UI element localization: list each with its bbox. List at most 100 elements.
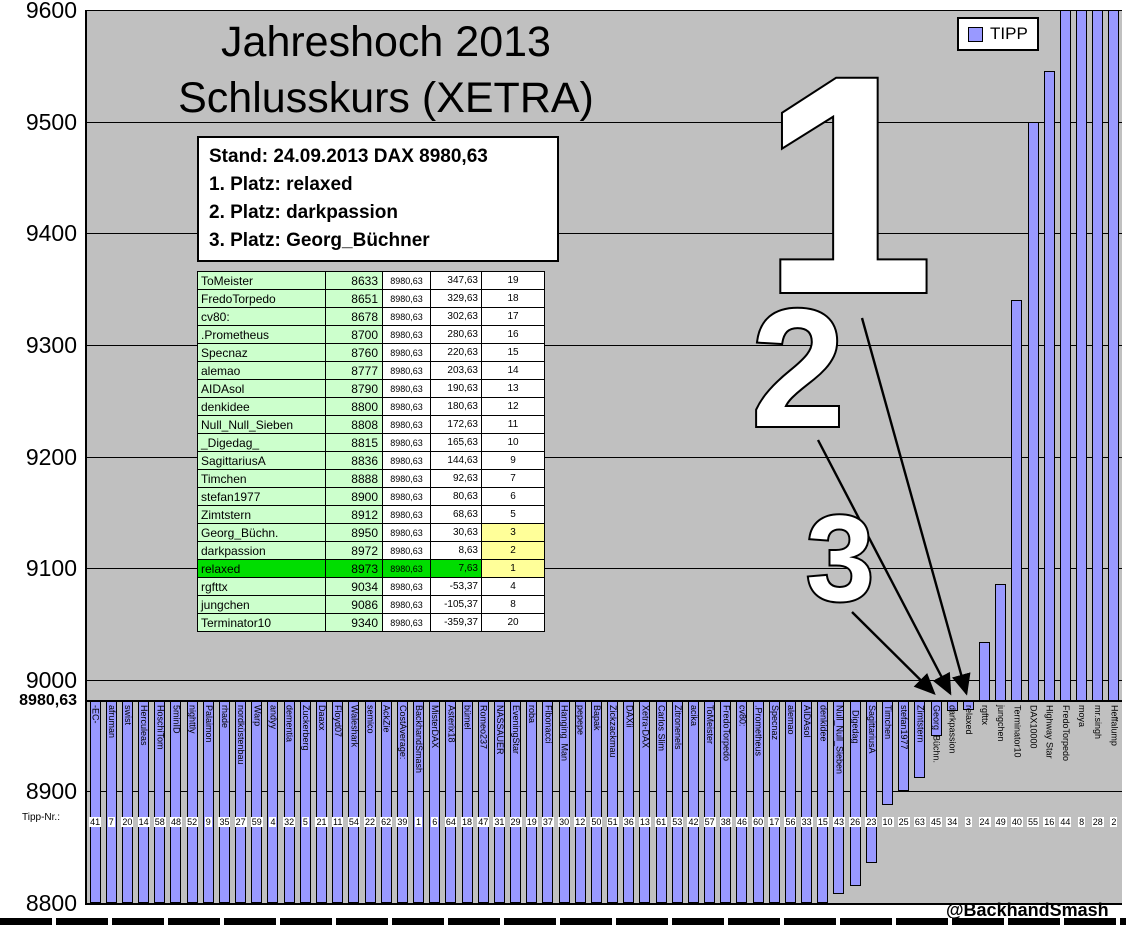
table-row: rgfttx 9034 8980,63 -53,37 4 — [197, 577, 545, 596]
gridline — [87, 679, 1122, 681]
table-cell: 92,63 — [430, 469, 482, 488]
bar-label: mr.singh — [1093, 705, 1104, 740]
tipp-nr-value: 16 — [1041, 816, 1057, 828]
table-cell: 8888 — [325, 469, 383, 488]
tipp-nr-value: 31 — [491, 816, 507, 828]
tipp-nr-value: 24 — [976, 816, 992, 828]
table-row: Specnaz 8760 8980,63 220,63 15 — [197, 343, 545, 362]
table-row: FredoTorpedo 8651 8980,63 329,63 18 — [197, 289, 545, 308]
tipp-nr-value: 35 — [216, 816, 232, 828]
bar — [1027, 121, 1039, 702]
bar — [526, 701, 538, 903]
y-axis-label: 8800 — [25, 890, 77, 916]
table-cell: _Digedag_ — [197, 433, 326, 452]
table-row: _Digedag_ 8815 8980,63 165,63 10 — [197, 433, 545, 452]
bar-label: andyy — [268, 705, 279, 730]
bar-label: Fibonacci — [543, 705, 554, 744]
bar — [89, 701, 101, 903]
tipp-nr-value: 9 — [200, 816, 216, 828]
tipp-nr-value: 1 — [410, 816, 426, 828]
bar-label: Terminator10 — [1012, 705, 1023, 758]
bar-label: BackhandSmash — [414, 705, 425, 774]
bar-label: DAXii — [624, 705, 635, 728]
tipp-nr-text: 10 — [881, 817, 894, 827]
tipp-nr-text: 38 — [719, 817, 732, 827]
tipp-nr-value: 20 — [119, 816, 135, 828]
tipp-nr-text: 55 — [1027, 817, 1040, 827]
table-cell: 15 — [481, 343, 545, 362]
bar — [251, 701, 263, 903]
bar — [461, 701, 473, 903]
tipp-nr-value: 54 — [346, 816, 362, 828]
table-cell: darkpassion — [197, 541, 326, 560]
bar-label: rgfttx — [980, 705, 991, 726]
bar-label: Zuckerberg — [300, 705, 311, 751]
tipp-nr-text: 56 — [784, 817, 797, 827]
table-cell: 8777 — [325, 361, 383, 380]
tipp-nr-text: 5 — [301, 817, 309, 827]
tipp-nr-value: 15 — [815, 816, 831, 828]
legend-label: TIPP — [990, 24, 1028, 43]
bar-label: AIDAsol — [802, 705, 813, 738]
table-cell: Georg_Büchn. — [197, 523, 326, 542]
tipp-nr-value: 3 — [960, 816, 976, 828]
bar-label: Bapak — [591, 705, 602, 731]
bar-label: _Digedag_ — [850, 705, 861, 749]
table-row: denkidee 8800 8980,63 180,63 12 — [197, 397, 545, 416]
tipp-nr-value: 2 — [1106, 816, 1122, 828]
table-cell: 3 — [481, 523, 545, 542]
tipp-nr-value: 52 — [184, 816, 200, 828]
tipp-nr-text: 41 — [89, 817, 102, 827]
table-cell: 18 — [481, 289, 545, 308]
bar-label: .Prometheus — [753, 705, 764, 757]
table-cell: 8,63 — [430, 541, 482, 560]
bar-label: semico — [365, 705, 376, 734]
bar-label: Floyd07 — [333, 705, 344, 738]
table-cell: rgfttx — [197, 577, 326, 596]
table-cell: 347,63 — [430, 271, 482, 290]
tipp-nr-value: 59 — [249, 816, 265, 828]
bar-label: HoschiTom — [155, 705, 166, 750]
tipp-nr-text: 39 — [396, 817, 409, 827]
table-cell: 8912 — [325, 505, 383, 524]
table-cell: 8790 — [325, 379, 383, 398]
tipp-nr-value: 28 — [1090, 816, 1106, 828]
tipp-nr-text: 59 — [250, 817, 263, 827]
table-cell: 5 — [481, 505, 545, 524]
bar-label: Romeo237 — [478, 705, 489, 750]
table-cell: 9086 — [325, 595, 383, 614]
info-box-line: 1. Platz: relaxed — [209, 174, 353, 195]
table-cell: 180,63 — [430, 397, 482, 416]
bar-label: AckZie — [381, 705, 392, 733]
bar — [1092, 10, 1104, 702]
tipp-nr-value: 29 — [507, 816, 523, 828]
table-cell: 8700 — [325, 325, 383, 344]
bar-label: jungchen — [996, 705, 1007, 742]
tipp-nr-text: 15 — [816, 817, 829, 827]
tipp-nr-text: 64 — [444, 817, 457, 827]
bar — [687, 701, 699, 903]
tipp-nr-value: 43 — [831, 816, 847, 828]
table-cell: 8980,63 — [382, 613, 431, 632]
y-axis-label: 9600 — [25, 0, 77, 23]
bar-label: 5minID — [171, 705, 182, 734]
table-cell: 8980,63 — [382, 271, 431, 290]
y-axis-label: 9500 — [25, 108, 77, 135]
tipp-nr-text: 11 — [331, 817, 344, 827]
table-row: SagittariusA 8836 8980,63 144,63 9 — [197, 451, 545, 470]
tipp-nr-text: 29 — [509, 817, 522, 827]
table-row: .Prometheus 8700 8980,63 280,63 16 — [197, 325, 545, 344]
tipp-nr-text: 43 — [832, 817, 845, 827]
tipp-nr-value: 56 — [782, 816, 798, 828]
table-cell: 9034 — [325, 577, 383, 596]
table-cell: 4 — [481, 577, 545, 596]
tipp-nr-value: 14 — [136, 816, 152, 828]
bar-label: Georg_Büchn. — [931, 705, 942, 764]
bar-label: Zimtstern — [915, 705, 926, 743]
bar — [1059, 10, 1071, 702]
bar — [218, 701, 230, 903]
table-cell: relaxed — [197, 559, 326, 578]
table-cell: Null_Null_Sieben — [197, 415, 326, 434]
table-cell: 8980,63 — [382, 289, 431, 308]
gridline — [87, 121, 1122, 123]
